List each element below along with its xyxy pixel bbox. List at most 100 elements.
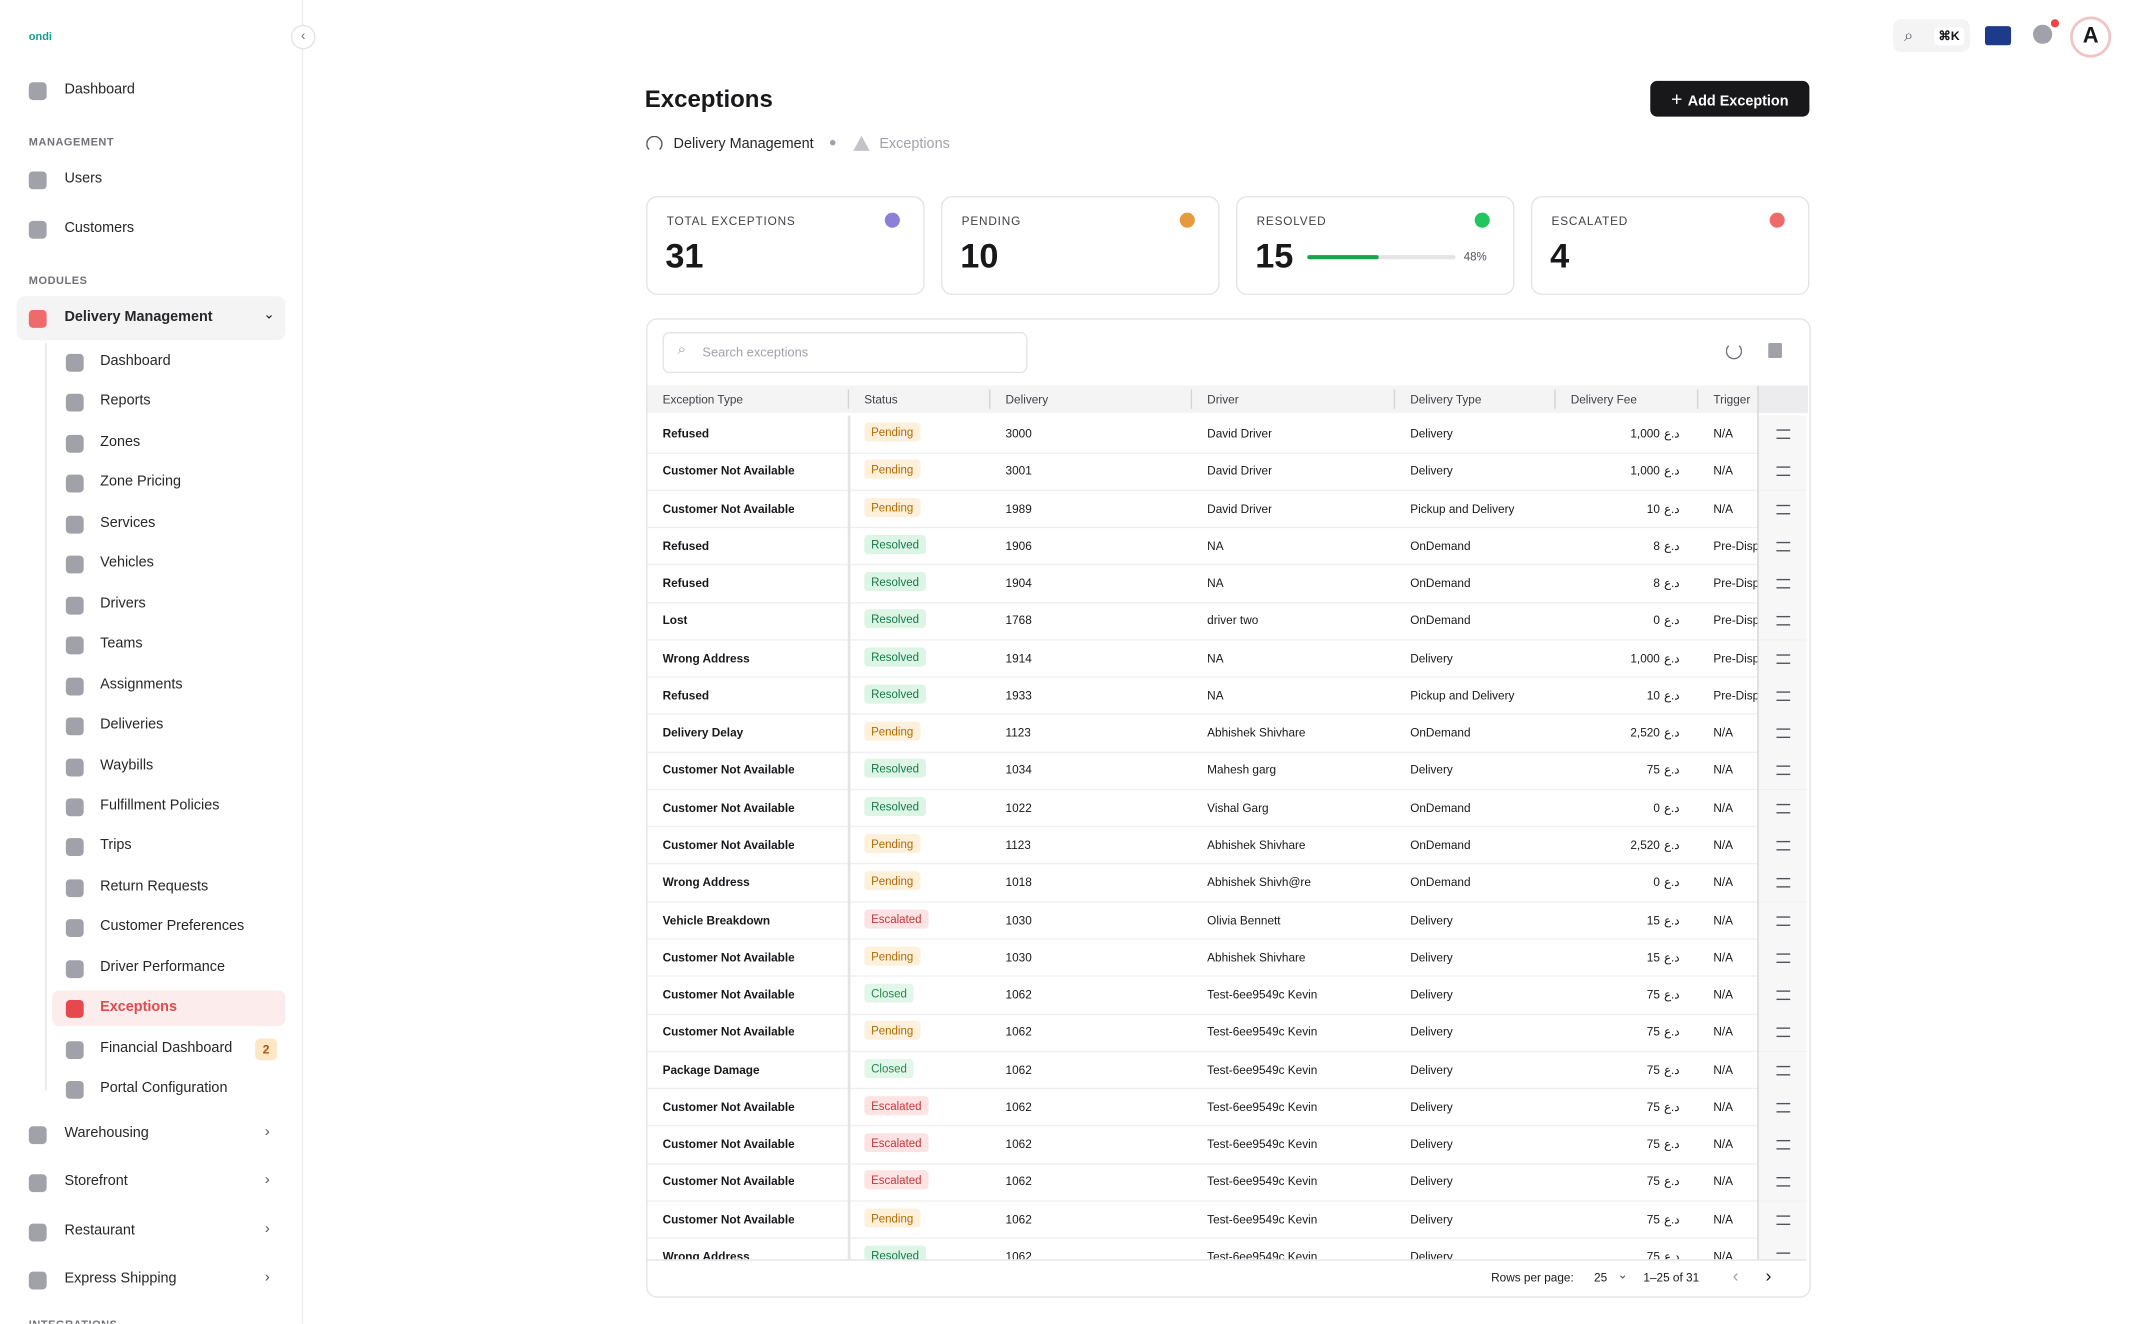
nav-item[interactable]: Storefront (64, 1173, 128, 1190)
search-icon[interactable]: ⌕ (1904, 26, 1914, 46)
column-header[interactable]: Delivery Type (1410, 392, 1482, 407)
nav-item[interactable]: Services (100, 514, 156, 531)
chevron[interactable]: › (264, 1220, 270, 1237)
column-header[interactable]: Driver (1207, 392, 1239, 407)
nav-icon (28, 310, 47, 328)
row-action[interactable] (1776, 1102, 1791, 1113)
row-action[interactable] (1776, 1140, 1791, 1150)
nav-item[interactable]: Express Shipping (64, 1270, 177, 1287)
column-header[interactable]: Exception Type (662, 392, 743, 407)
nav-item[interactable]: Vehicles (100, 554, 154, 572)
cell: N/A (1713, 987, 1734, 1002)
row-action[interactable] (1776, 466, 1791, 477)
delete[interactable] (1768, 342, 1782, 359)
nav-item[interactable]: Delivery Management (64, 308, 213, 326)
cell: 1062 (1005, 1137, 1032, 1152)
row-action[interactable] (1776, 579, 1791, 589)
cell: 8 (1653, 538, 1660, 553)
next-page[interactable]: › (1765, 1264, 1772, 1286)
nav-item[interactable]: Financial Dashboard (100, 1039, 233, 1056)
row-action[interactable] (1776, 1065, 1791, 1075)
nav-item[interactable]: Zones (100, 433, 141, 450)
nav-item[interactable]: Restaurant (64, 1221, 135, 1239)
column-menu[interactable] (1758, 385, 1809, 413)
row-action[interactable] (1776, 1214, 1791, 1225)
breadcrumb-link[interactable]: Delivery Management (673, 135, 814, 153)
row-action[interactable] (1776, 915, 1791, 926)
row-action[interactable] (1776, 429, 1791, 439)
row-action-bg (1758, 640, 1807, 678)
nav-item[interactable]: Reports (100, 392, 151, 410)
currency: د.ع (1663, 875, 1680, 890)
nav-item[interactable]: Fulfillment Policies (100, 796, 220, 814)
cell: Delivery (1410, 1249, 1453, 1260)
language-flag[interactable] (1984, 26, 2012, 46)
chevron[interactable]: › (264, 1123, 270, 1140)
row-action[interactable] (1776, 766, 1791, 776)
row-action[interactable] (1776, 840, 1791, 851)
row-action[interactable] (1776, 616, 1791, 627)
nav-item[interactable]: Customer Preferences (100, 918, 245, 935)
nav-item[interactable]: Drivers (100, 594, 146, 612)
settings[interactable] (2033, 24, 2053, 44)
row-action-bg (1758, 789, 1807, 827)
button-label: Add Exception (1687, 93, 1789, 110)
refresh[interactable] (1725, 342, 1743, 360)
column-header[interactable]: Delivery Fee (1570, 392, 1637, 407)
row-action[interactable] (1776, 728, 1791, 739)
nav-item[interactable]: Assignments (100, 675, 183, 693)
cell: Mahesh garg (1207, 763, 1277, 778)
column-header[interactable]: Trigger (1713, 392, 1751, 407)
nav-item[interactable]: Portal Configuration (100, 1079, 228, 1097)
collapse-button[interactable]: ‹ (290, 24, 316, 50)
row-action[interactable] (1776, 990, 1791, 1001)
nav-item[interactable]: Exceptions (100, 998, 178, 1016)
row-action[interactable] (1776, 653, 1791, 664)
dropdown-caret[interactable]: ⌄ (1617, 1267, 1628, 1282)
nav-item[interactable]: Dashboard (100, 352, 171, 370)
nav-icon (65, 475, 84, 493)
chevron[interactable]: › (264, 1268, 270, 1286)
row-action[interactable] (1776, 1027, 1791, 1038)
rows-per-page[interactable]: 25 (1594, 1270, 1608, 1285)
nav-item[interactable]: Users (64, 170, 103, 187)
cell: Customer Not Available (662, 950, 795, 965)
currency: د.ع (1663, 651, 1680, 665)
row-action[interactable] (1776, 691, 1791, 701)
search-input[interactable] (662, 331, 1028, 374)
row-action[interactable] (1776, 803, 1791, 814)
row-action-bg (1758, 415, 1807, 453)
row-action-bg (1758, 1051, 1807, 1089)
chevron[interactable]: ⌄ (263, 307, 275, 323)
chevron[interactable]: › (264, 1171, 270, 1189)
cell: OnDemand (1410, 800, 1471, 815)
column-header[interactable]: Delivery (1005, 392, 1049, 407)
nav-icon (65, 677, 84, 695)
nav-item[interactable]: Teams (100, 635, 143, 652)
stat-value: 31 (665, 237, 704, 276)
nav-item[interactable]: Return Requests (100, 877, 209, 895)
nav-item[interactable]: Waybills (100, 756, 154, 774)
row-action[interactable] (1776, 541, 1791, 552)
status-badge: Closed (864, 983, 914, 1003)
nav-item[interactable]: Driver Performance (100, 958, 226, 976)
row-action[interactable] (1776, 504, 1791, 514)
row-action[interactable] (1776, 1252, 1791, 1260)
cell: Customer Not Available (662, 1174, 795, 1189)
avatar[interactable]: A (2070, 16, 2112, 58)
nav-item[interactable]: Dashboard (64, 80, 135, 98)
status: Pending (864, 946, 921, 966)
nav-item[interactable]: Trips (100, 837, 132, 854)
nav-item[interactable]: Customers (64, 219, 135, 236)
nav-item[interactable]: Zone Pricing (100, 473, 182, 491)
row-action[interactable] (1776, 1177, 1791, 1188)
prev-page[interactable]: ‹ (1732, 1264, 1739, 1286)
currency: د.ع (1663, 763, 1680, 778)
column-header[interactable]: Status (864, 392, 898, 407)
nav-item[interactable]: Warehousing (64, 1124, 149, 1142)
nav-item[interactable]: Deliveries (100, 716, 164, 733)
row-action[interactable] (1776, 878, 1791, 888)
row-action[interactable] (1776, 953, 1791, 963)
cell: N/A (1713, 725, 1734, 740)
add-button[interactable]: + Add Exception (1650, 80, 1810, 117)
